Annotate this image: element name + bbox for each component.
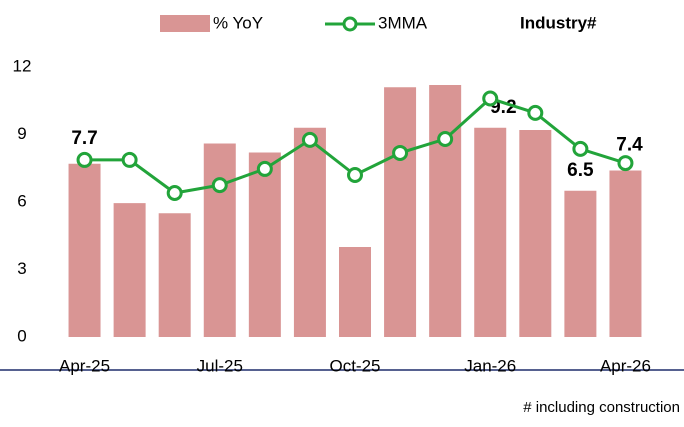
legend-label: 3MMA	[378, 13, 428, 32]
x-tick-label: Apr-26	[600, 356, 651, 375]
y-tick-label: 0	[17, 326, 26, 345]
bar	[203, 143, 236, 337]
line-marker	[617, 155, 634, 172]
footnote: # including construction	[523, 399, 680, 416]
line-marker	[301, 131, 318, 148]
line-marker	[437, 131, 454, 147]
line-marker	[392, 144, 409, 161]
bar	[339, 247, 371, 337]
x-tick-label: Jan-26	[464, 356, 516, 375]
x-tick-label: Apr-25	[59, 356, 110, 375]
y-tick-label: 3	[17, 259, 26, 278]
data-label: 7.7	[71, 128, 97, 149]
line-marker	[211, 177, 228, 194]
legend-label: % YoY	[213, 13, 263, 32]
bar	[429, 85, 462, 337]
line-marker	[76, 151, 93, 168]
x-tick-label: Oct-25	[329, 356, 380, 375]
bar	[248, 152, 281, 337]
annotation: Industry#	[520, 13, 597, 32]
bar	[609, 170, 642, 337]
legend-marker	[342, 16, 358, 32]
bar	[158, 213, 191, 337]
line-marker	[256, 160, 273, 177]
data-label: 6.5	[567, 160, 594, 181]
line-marker	[121, 151, 138, 168]
y-tick-label: 12	[13, 56, 32, 75]
line-marker	[527, 104, 544, 121]
bar	[293, 127, 326, 337]
bar	[68, 163, 101, 337]
bar	[564, 190, 597, 337]
data-label: 7.4	[616, 135, 643, 156]
bar	[113, 203, 146, 337]
bar	[519, 130, 552, 337]
y-tick-label: 6	[17, 191, 26, 210]
bar	[384, 87, 417, 337]
line-marker	[482, 90, 499, 107]
bar	[474, 127, 507, 337]
x-tick-label: Jul-25	[197, 356, 243, 375]
legend-swatch	[160, 15, 210, 32]
line-marker	[166, 185, 183, 201]
line-marker	[572, 140, 589, 157]
y-tick-label: 9	[17, 124, 26, 143]
line-marker	[347, 167, 363, 183]
